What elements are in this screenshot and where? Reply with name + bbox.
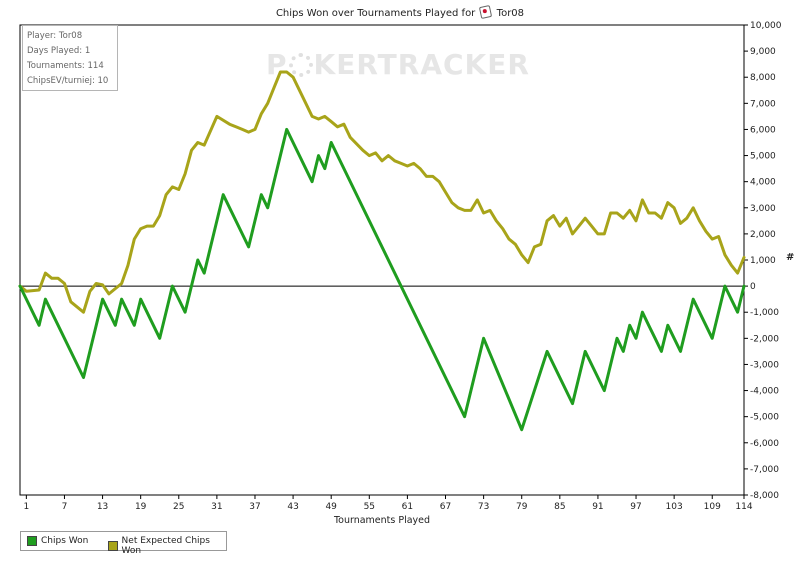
series-line-chips-won xyxy=(18,127,746,432)
x-tick-label: 91 xyxy=(592,502,603,512)
y-tick-label: -5,000 xyxy=(750,413,779,423)
x-tick-label: 19 xyxy=(135,502,147,512)
x-tick-label: 1 xyxy=(23,502,29,512)
watermark-ker: KER xyxy=(313,48,378,81)
chart-title: Chips Won over Tournaments Played for To… xyxy=(0,4,800,20)
legend-label-chips-won: Chips Won xyxy=(41,536,89,546)
x-tick-label: 49 xyxy=(325,502,337,512)
title-prefix: Chips Won over Tournaments Played for xyxy=(275,8,476,19)
y-tick-label: 9,000 xyxy=(750,47,776,57)
x-tick-label: 43 xyxy=(287,502,298,512)
y-tick-label: 4,000 xyxy=(750,178,776,188)
legend-swatch-chips-won xyxy=(27,536,37,546)
x-tick-label: 31 xyxy=(211,502,222,512)
watermark-p: P xyxy=(266,48,288,81)
y-axis-title: # xyxy=(786,252,795,263)
y-axis: -8,000 -7,000 -6,000 -5,000 -4,000 -3,000 -2,0… xyxy=(744,21,782,501)
y-tick-label: -1,000 xyxy=(750,308,779,318)
y-tick-label: -6,000 xyxy=(750,439,779,449)
y-tick-label: 1,000 xyxy=(750,256,776,266)
y-tick-label: 2,000 xyxy=(750,230,776,240)
legend: Chips Won Net Expected Chips Won xyxy=(20,531,227,556)
poker-chip-icon xyxy=(288,53,313,77)
info-chipsev: ChipsEV/turniej: 10 xyxy=(27,76,109,86)
legend-item-chips-won[interactable]: Chips Won xyxy=(27,536,88,546)
pokertracker-watermark: P KERTRACKER xyxy=(266,48,530,81)
y-tick-label: 5,000 xyxy=(750,152,776,162)
info-tournaments: Tournaments: 114 xyxy=(27,61,104,71)
y-tick-label: 10,000 xyxy=(750,21,782,31)
x-tick-label: 61 xyxy=(402,502,413,512)
x-tick-label: 25 xyxy=(173,502,184,512)
player-info-box: Player: Tor08 Days Played: 1 Tournaments… xyxy=(22,25,118,91)
y-tick-label: 6,000 xyxy=(750,125,776,135)
x-tick-label: 13 xyxy=(97,502,108,512)
y-tick-label: 0 xyxy=(750,282,756,292)
x-tick-label: 114 xyxy=(735,502,752,512)
y-tick-label: 3,000 xyxy=(750,204,776,214)
y-tick-label: -7,000 xyxy=(750,465,779,475)
series-layer xyxy=(18,70,746,432)
y-tick-label: 7,000 xyxy=(750,99,776,109)
x-tick-label: 37 xyxy=(249,502,260,512)
legend-label-net-expected: Net Expected Chips Won xyxy=(121,536,210,556)
x-axis: 1 7 13 19 25 31 37 43 49 55 61 67 73 79 85 91 97 103 109 11… xyxy=(23,495,753,512)
y-tick-label: -4,000 xyxy=(750,387,779,397)
x-tick-label: 79 xyxy=(516,502,528,512)
x-tick-label: 85 xyxy=(554,502,565,512)
x-tick-label: 73 xyxy=(478,502,489,512)
info-days: Days Played: 1 xyxy=(27,46,91,56)
plot-area xyxy=(19,24,745,496)
legend-item-net-expected[interactable]: Net Expected Chips Won xyxy=(108,536,226,556)
x-axis-title: Tournaments Played xyxy=(333,515,431,526)
info-player: Player: Tor08 xyxy=(27,31,83,41)
watermark-tracker: TRACKER xyxy=(377,48,530,81)
title-player: Tor08 xyxy=(496,8,525,19)
x-tick-label: 67 xyxy=(440,502,451,512)
series-line-net-expected xyxy=(18,70,746,314)
playing-card-icon xyxy=(479,4,493,20)
x-tick-label: 7 xyxy=(62,502,68,512)
legend-swatch-net-expected xyxy=(108,541,118,551)
y-tick-label: -3,000 xyxy=(750,360,779,370)
x-tick-label: 103 xyxy=(666,502,683,512)
x-tick-label: 109 xyxy=(704,502,721,512)
y-tick-label: -2,000 xyxy=(750,334,779,344)
y-tick-label: 8,000 xyxy=(750,73,776,83)
x-tick-label: 55 xyxy=(364,502,375,512)
x-tick-label: 97 xyxy=(630,502,641,512)
y-tick-label: -8,000 xyxy=(750,491,779,501)
